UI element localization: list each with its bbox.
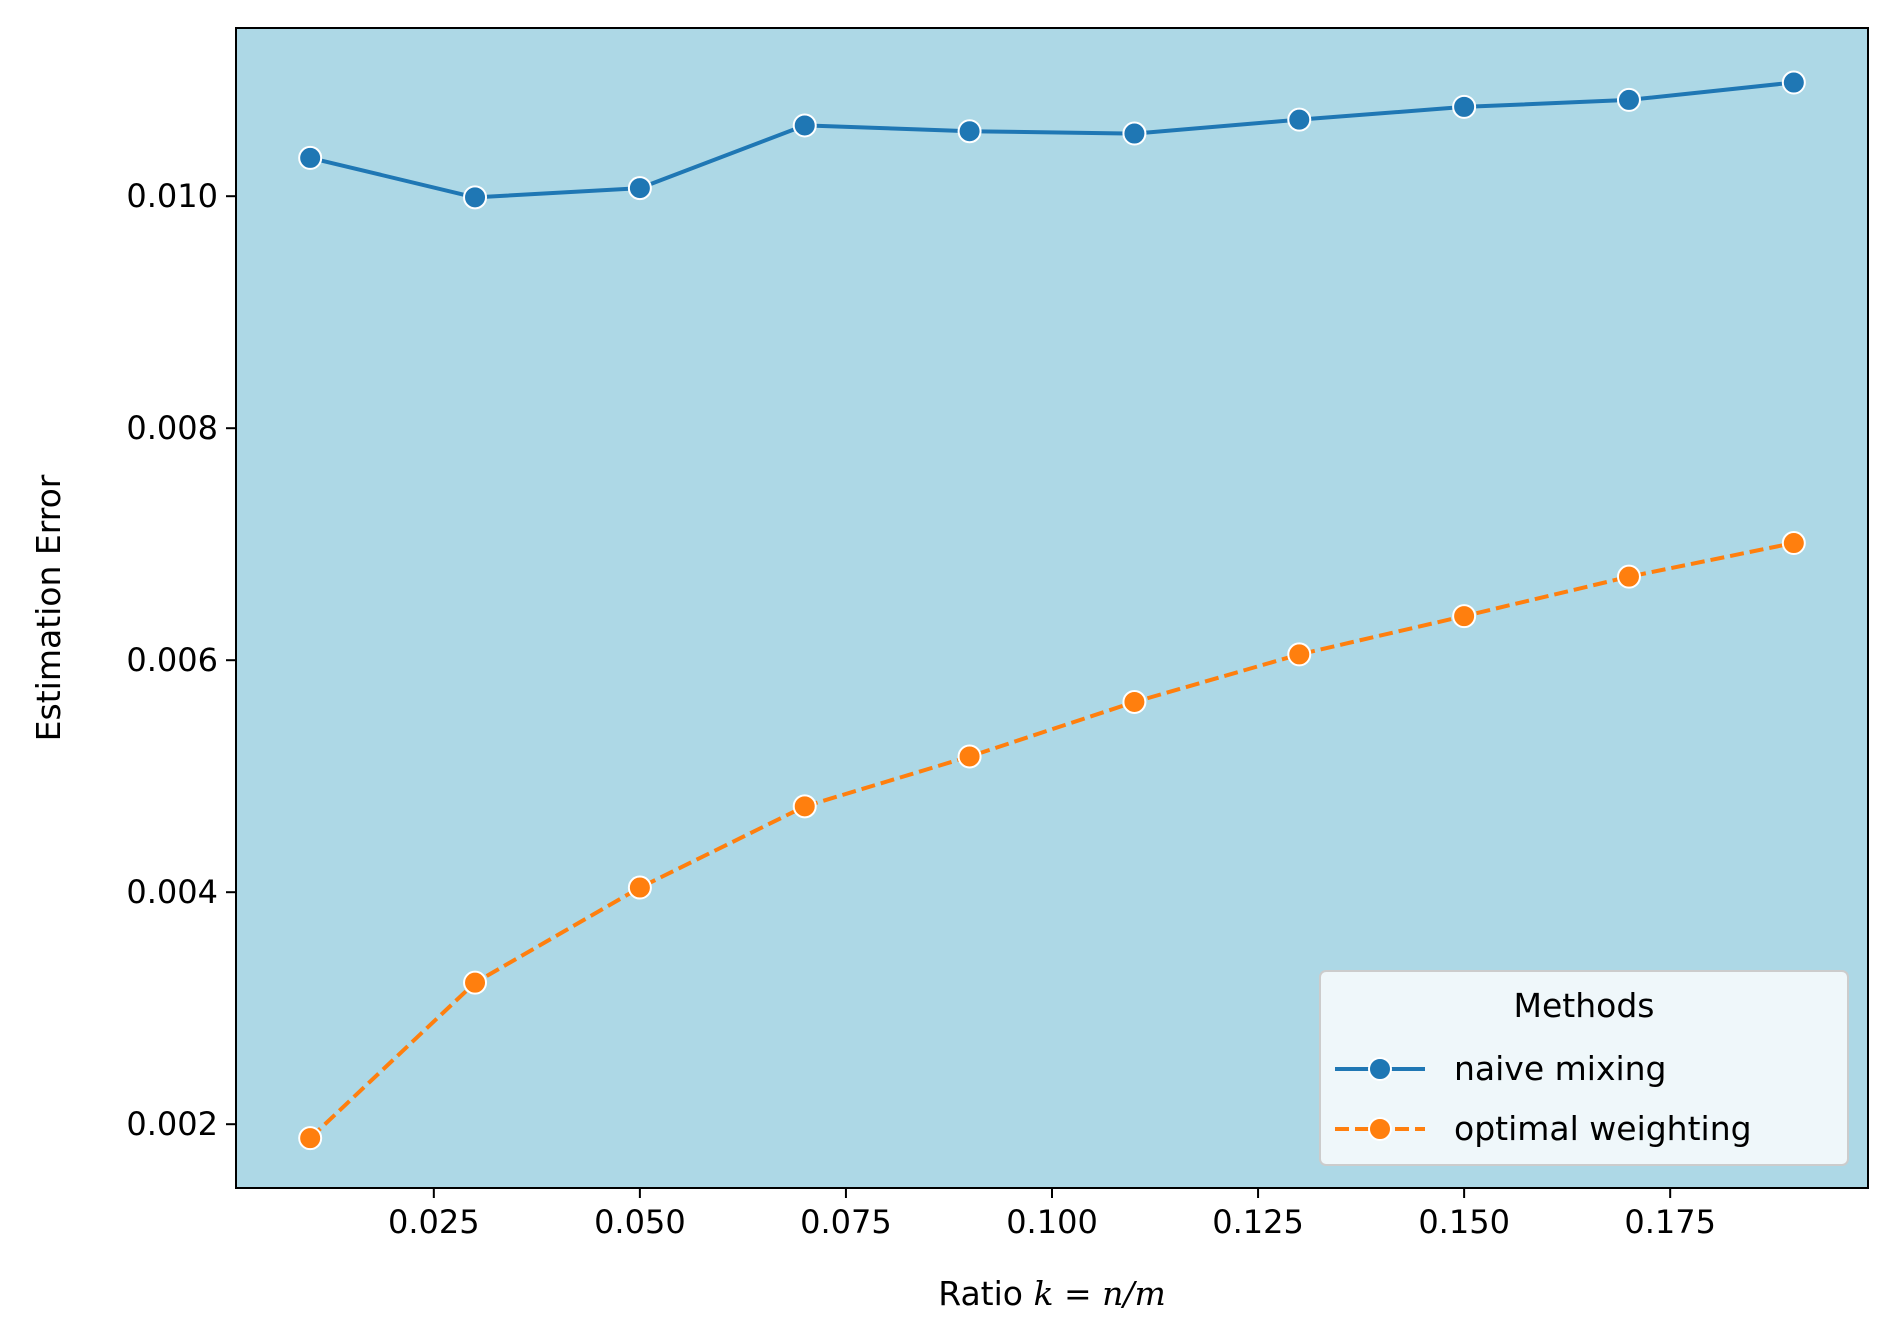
- data-point-naive-mixing: [1287, 107, 1312, 132]
- legend-title: Methods: [1514, 986, 1655, 1025]
- data-point-optimal-weighting: [298, 1126, 323, 1151]
- data-point-optimal-weighting: [1781, 531, 1806, 556]
- legend-marker-naive-mixing: [1368, 1057, 1392, 1081]
- data-point-naive-mixing: [298, 145, 323, 170]
- legend-label-optimal-weighting: optimal weighting: [1454, 1109, 1752, 1148]
- legend-box: [1319, 970, 1849, 1166]
- data-point-naive-mixing: [1452, 94, 1477, 119]
- x-tick-label: 0.150: [1418, 1203, 1510, 1241]
- y-tick-label: 0.006: [126, 641, 218, 679]
- series-line-naive-mixing: [309, 80, 1795, 200]
- x-tick-label: 0.025: [388, 1203, 480, 1241]
- data-point-naive-mixing: [1122, 121, 1147, 146]
- y-axis: 0.002 0.004 0.006 0.008 0.010: [126, 177, 236, 1143]
- data-point-naive-mixing: [463, 185, 488, 210]
- data-point-naive-mixing: [957, 119, 982, 144]
- legend-entries: naive mixing optimal weighting: [1335, 1049, 1752, 1148]
- series-layer: [298, 70, 1806, 1151]
- x-tick-label: 0.100: [1006, 1203, 1098, 1241]
- x-axis-label: Ratio k = n/m: [938, 1274, 1166, 1313]
- x-tick-label: 0.125: [1212, 1203, 1304, 1241]
- data-point-optimal-weighting: [957, 744, 982, 769]
- x-tick-label: 0.050: [594, 1203, 686, 1241]
- x-tick-label: 0.075: [800, 1203, 892, 1241]
- x-axis: 0.025 0.050 0.075 0.100 0.125 0.150 0.175: [388, 1188, 1716, 1241]
- data-point-optimal-weighting: [792, 794, 817, 819]
- data-point-naive-mixing: [1616, 87, 1641, 112]
- y-tick-label: 0.008: [126, 409, 218, 447]
- data-point-optimal-weighting: [1287, 642, 1312, 667]
- y-tick-label: 0.004: [126, 873, 218, 911]
- data-point-optimal-weighting: [1452, 604, 1477, 629]
- data-point-naive-mixing: [627, 176, 652, 201]
- y-tick-label: 0.002: [126, 1105, 218, 1143]
- data-point-naive-mixing: [1781, 70, 1806, 95]
- data-point-optimal-weighting: [1616, 564, 1641, 589]
- legend: Methods naive mixing optimal weighting: [1319, 970, 1849, 1166]
- data-point-optimal-weighting: [627, 875, 652, 900]
- data-point-naive-mixing: [792, 113, 817, 138]
- series-line-optimal-weighting: [308, 541, 1795, 1140]
- legend-label-naive-mixing: naive mixing: [1454, 1049, 1667, 1088]
- x-tick-label: 0.175: [1624, 1203, 1716, 1241]
- y-tick-label: 0.010: [126, 177, 218, 215]
- y-axis-label: Estimation Error: [29, 474, 68, 741]
- data-point-optimal-weighting: [463, 970, 488, 995]
- legend-marker-optimal-weighting: [1368, 1117, 1392, 1141]
- data-point-optimal-weighting: [1122, 689, 1147, 714]
